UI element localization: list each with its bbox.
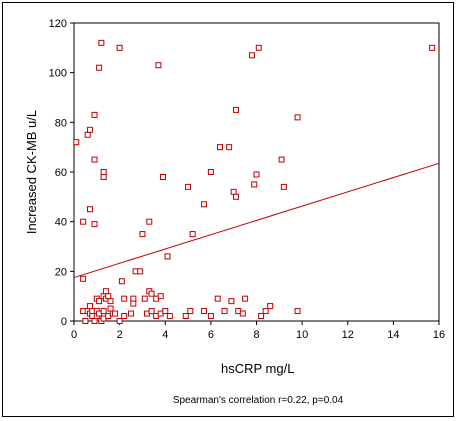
data-point bbox=[73, 139, 80, 146]
data-point bbox=[116, 44, 123, 51]
data-point bbox=[121, 313, 128, 320]
data-point bbox=[100, 308, 107, 315]
data-point bbox=[255, 44, 262, 51]
data-point bbox=[84, 131, 91, 138]
x-tick-label: 2 bbox=[117, 329, 123, 341]
data-point bbox=[164, 253, 171, 260]
plot-area bbox=[73, 22, 440, 322]
data-point bbox=[91, 221, 98, 228]
data-point bbox=[294, 114, 301, 121]
correlation-annotation: Spearman's correlation r=0.22, p=0.04 bbox=[173, 395, 344, 406]
data-point bbox=[242, 295, 249, 302]
data-point bbox=[139, 231, 146, 238]
y-tick-label: 20 bbox=[55, 266, 67, 278]
data-point bbox=[159, 173, 166, 180]
data-point bbox=[86, 126, 93, 133]
data-point bbox=[141, 295, 148, 302]
x-tick-label: 8 bbox=[253, 329, 259, 341]
data-point bbox=[80, 275, 87, 282]
x-tick-label: 0 bbox=[71, 329, 77, 341]
data-point bbox=[155, 62, 162, 69]
data-point bbox=[162, 308, 169, 315]
data-point bbox=[148, 290, 155, 297]
data-point bbox=[116, 318, 123, 324]
y-tick-label: 40 bbox=[55, 217, 67, 229]
x-tick-label: 16 bbox=[433, 329, 445, 341]
data-point bbox=[217, 144, 223, 151]
chart-frame: 0 20 40 60 80 100 120 0 2 4 6 8 10 12 14 16 Increased … bbox=[2, 2, 454, 417]
data-points bbox=[73, 39, 436, 324]
data-point bbox=[157, 293, 164, 300]
y-axis-ticks: 0 20 40 60 80 100 120 bbox=[49, 18, 74, 328]
data-point bbox=[80, 218, 87, 225]
data-point bbox=[96, 298, 103, 305]
data-point bbox=[214, 295, 221, 302]
data-point bbox=[258, 313, 265, 320]
data-point bbox=[262, 308, 269, 315]
data-point bbox=[91, 111, 98, 118]
data-point bbox=[189, 231, 196, 238]
regression-line bbox=[73, 162, 440, 279]
data-point bbox=[112, 310, 119, 317]
data-point bbox=[130, 300, 137, 307]
x-tick-label: 6 bbox=[208, 329, 214, 341]
x-tick-label: 4 bbox=[162, 329, 168, 341]
data-point bbox=[98, 39, 105, 46]
scatter-chart: 0 20 40 60 80 100 120 0 2 4 6 8 10 12 14 16 Increased … bbox=[24, 18, 445, 406]
x-tick-label: 10 bbox=[296, 329, 308, 341]
data-point bbox=[100, 173, 107, 180]
data-point bbox=[128, 310, 135, 317]
data-point bbox=[201, 201, 208, 208]
data-point bbox=[201, 308, 208, 315]
data-point bbox=[86, 303, 93, 310]
data-point bbox=[232, 193, 239, 200]
data-point bbox=[96, 64, 103, 71]
data-point bbox=[267, 303, 274, 310]
data-point bbox=[429, 44, 436, 51]
data-point bbox=[228, 298, 235, 305]
data-point bbox=[207, 313, 214, 320]
data-point bbox=[294, 308, 301, 315]
data-point bbox=[105, 293, 112, 300]
y-tick-label: 80 bbox=[55, 117, 67, 129]
data-point bbox=[137, 268, 144, 275]
x-axis-label: hsCRP mg/L bbox=[221, 361, 294, 376]
data-point bbox=[230, 188, 237, 195]
data-point bbox=[253, 171, 260, 178]
y-axis-label: Increased CK-MB u/L bbox=[24, 110, 39, 234]
data-point bbox=[278, 156, 285, 163]
y-tick-label: 60 bbox=[55, 167, 67, 179]
data-point bbox=[146, 218, 153, 225]
data-point bbox=[280, 183, 287, 190]
x-axis-ticks: 0 2 4 6 8 10 12 14 16 bbox=[71, 321, 445, 341]
data-point bbox=[182, 313, 189, 320]
data-point bbox=[100, 169, 107, 175]
data-point bbox=[207, 169, 214, 175]
data-point bbox=[82, 318, 89, 324]
data-point bbox=[185, 183, 192, 190]
data-point bbox=[232, 106, 239, 113]
y-tick-label: 0 bbox=[61, 316, 67, 328]
data-point bbox=[118, 278, 125, 285]
x-tick-label: 12 bbox=[342, 329, 354, 341]
data-point bbox=[148, 308, 155, 315]
data-point bbox=[187, 308, 194, 315]
data-point bbox=[102, 288, 109, 295]
data-point bbox=[107, 298, 114, 305]
data-point bbox=[166, 313, 173, 320]
y-tick-label: 100 bbox=[49, 68, 67, 80]
data-point bbox=[130, 295, 137, 302]
data-point bbox=[121, 295, 128, 302]
data-point bbox=[239, 310, 246, 317]
data-point bbox=[86, 206, 93, 213]
data-point bbox=[226, 144, 233, 151]
data-point bbox=[221, 308, 228, 315]
data-point bbox=[91, 156, 98, 163]
data-point bbox=[91, 318, 98, 324]
data-point bbox=[251, 181, 258, 188]
x-tick-label: 14 bbox=[387, 329, 399, 341]
y-tick-label: 120 bbox=[49, 18, 67, 30]
data-point bbox=[107, 305, 114, 312]
data-point bbox=[248, 52, 255, 59]
